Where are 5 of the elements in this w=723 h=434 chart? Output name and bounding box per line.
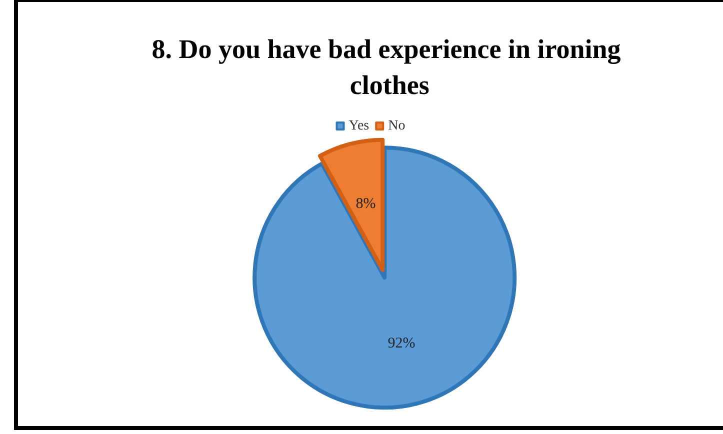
data-label: 8% bbox=[356, 196, 376, 212]
legend-label: No bbox=[388, 118, 406, 134]
data-label: 92% bbox=[388, 335, 416, 352]
legend-label: Yes bbox=[348, 118, 370, 134]
chart-title: 8. Do you have bad experience in ironing clothes bbox=[152, 34, 628, 100]
